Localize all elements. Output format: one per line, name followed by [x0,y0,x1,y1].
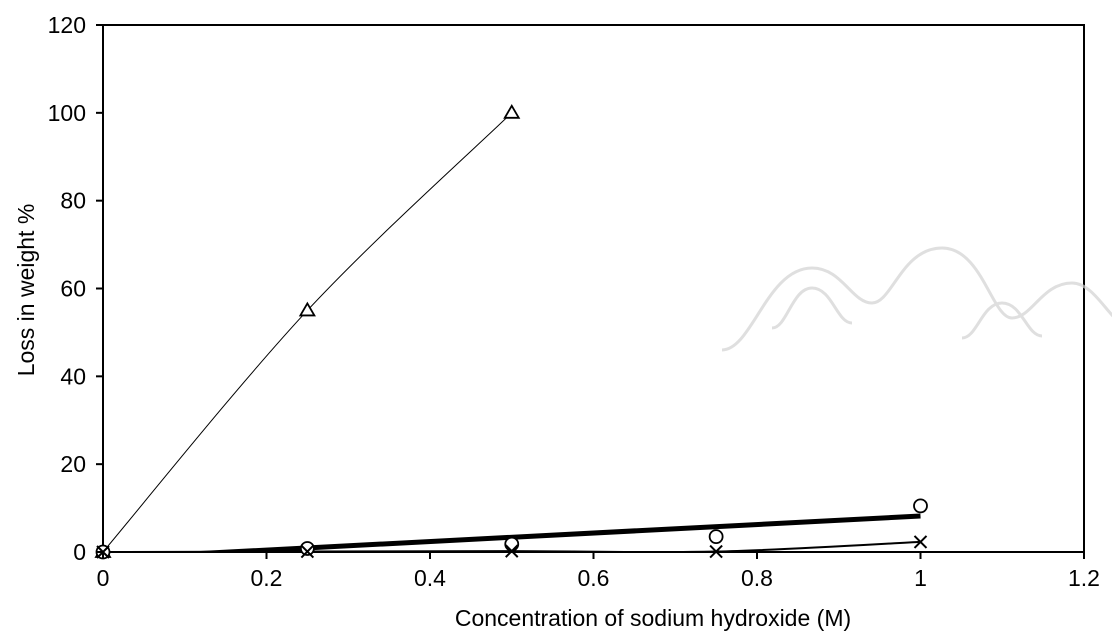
x-axis-title: Concentration of sodium hydroxide (M) [455,605,851,631]
y-tick-label: 80 [60,188,86,214]
y-tick-label: 60 [60,276,86,302]
series-3-point [709,544,723,559]
x-tick-label: 1 [914,565,927,591]
series-1-point [298,301,316,317]
y-tick-label: 120 [48,12,86,38]
y-tick-label: 100 [48,100,86,126]
y-tick-label: 40 [60,363,86,389]
y-tick-label: 20 [60,451,86,477]
plot-area [102,24,1085,553]
series-1-point [503,104,521,119]
x-tick-label: 0.2 [251,565,283,591]
series-3-point [300,544,315,559]
y-tick-label: 0 [73,539,86,565]
series-2-point [299,541,315,556]
series-3-point [505,544,519,558]
x-tick-label: 0.4 [414,565,446,591]
series-2-point [504,536,520,552]
series-2-point [708,529,724,545]
series-2-point [913,498,928,514]
series-3-point [913,535,928,549]
x-tick-label: 0 [97,565,110,591]
x-tick-label: 1.2 [1068,565,1100,591]
x-tick-label: 0.8 [741,565,773,591]
y-axis-title: Loss in weight % [13,204,39,377]
x-tick-label: 0.6 [578,565,610,591]
